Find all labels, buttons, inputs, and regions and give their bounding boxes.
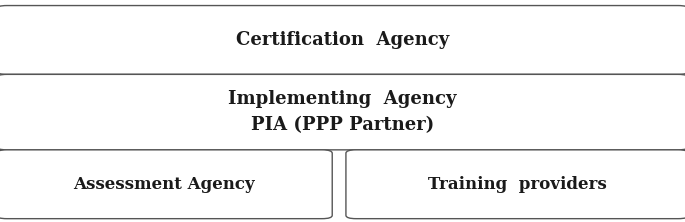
Text: Certification  Agency: Certification Agency [236, 31, 449, 49]
FancyBboxPatch shape [0, 150, 332, 219]
FancyBboxPatch shape [346, 150, 685, 219]
Text: Assessment Agency: Assessment Agency [73, 176, 256, 193]
Text: Implementing  Agency
PIA (PPP Partner): Implementing Agency PIA (PPP Partner) [228, 90, 457, 134]
Text: Training  providers: Training providers [428, 176, 606, 193]
FancyBboxPatch shape [0, 74, 685, 150]
FancyBboxPatch shape [0, 6, 685, 74]
